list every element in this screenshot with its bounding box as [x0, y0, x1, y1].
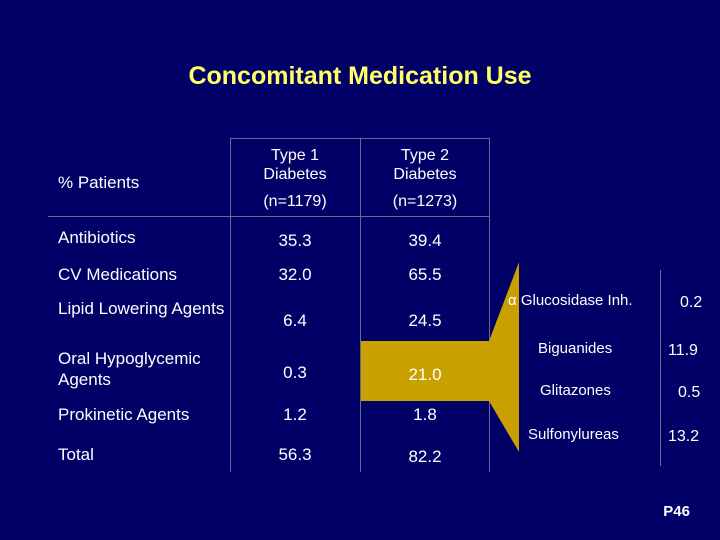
- col1-line3: (n=1179): [263, 193, 327, 210]
- value-type2: 1.8: [413, 405, 437, 424]
- row-label: Prokinetic Agents: [58, 405, 190, 424]
- row-label: Total: [58, 445, 94, 464]
- col1-line1: Type 1: [270, 147, 320, 164]
- breakdown-label: Biguanides: [538, 340, 613, 357]
- row-label: Lipid Lowering Agents: [58, 299, 225, 318]
- slide-title: Concomitant Medication Use: [188, 62, 532, 90]
- col2-line2: Diabetes: [393, 166, 457, 183]
- value-type1: 56.3: [278, 445, 312, 464]
- breakdown-label: Glitazones: [540, 382, 611, 399]
- breakdown-value: 13.2: [668, 428, 700, 445]
- value-type2: 82.2: [408, 447, 442, 466]
- value-type2: 24.5: [408, 311, 442, 330]
- value-type1: 6.4: [283, 311, 307, 330]
- breakdown-value: 11.9: [668, 342, 698, 359]
- row-header-label: % Patients: [58, 173, 140, 192]
- value-type2: 39.4: [408, 231, 442, 250]
- value-type1: 32.0: [278, 265, 312, 284]
- row-label: CV Medications: [58, 265, 178, 284]
- col2-line1: Type 2: [400, 147, 450, 164]
- column-header-type2: Type 2 Diabetes (n=1273): [360, 146, 490, 211]
- value-type1: 0.3: [283, 363, 307, 382]
- value-type2: 65.5: [408, 265, 442, 284]
- col2-line3: (n=1273): [392, 193, 458, 210]
- value-type1: 1.2: [283, 405, 307, 424]
- row-label: Antibiotics: [58, 228, 136, 247]
- breakdown-label: Sulfonylureas: [528, 426, 619, 443]
- callout-wedge: [489, 262, 519, 452]
- value-type2: 21.0: [408, 365, 442, 384]
- breakdown-value: 0.5: [678, 384, 701, 401]
- row-label: Oral Hypoglycemic Agents: [58, 349, 201, 389]
- col1-line2: Diabetes: [263, 166, 327, 183]
- breakdown-label: α Glucosidase Inh.: [508, 292, 633, 309]
- breakdown-value: 0.2: [680, 294, 703, 311]
- highlight-cell: [361, 341, 489, 401]
- page-number: P46: [663, 503, 690, 520]
- column-header-type1: Type 1 Diabetes (n=1179): [230, 146, 360, 211]
- value-type1: 35.3: [278, 231, 312, 250]
